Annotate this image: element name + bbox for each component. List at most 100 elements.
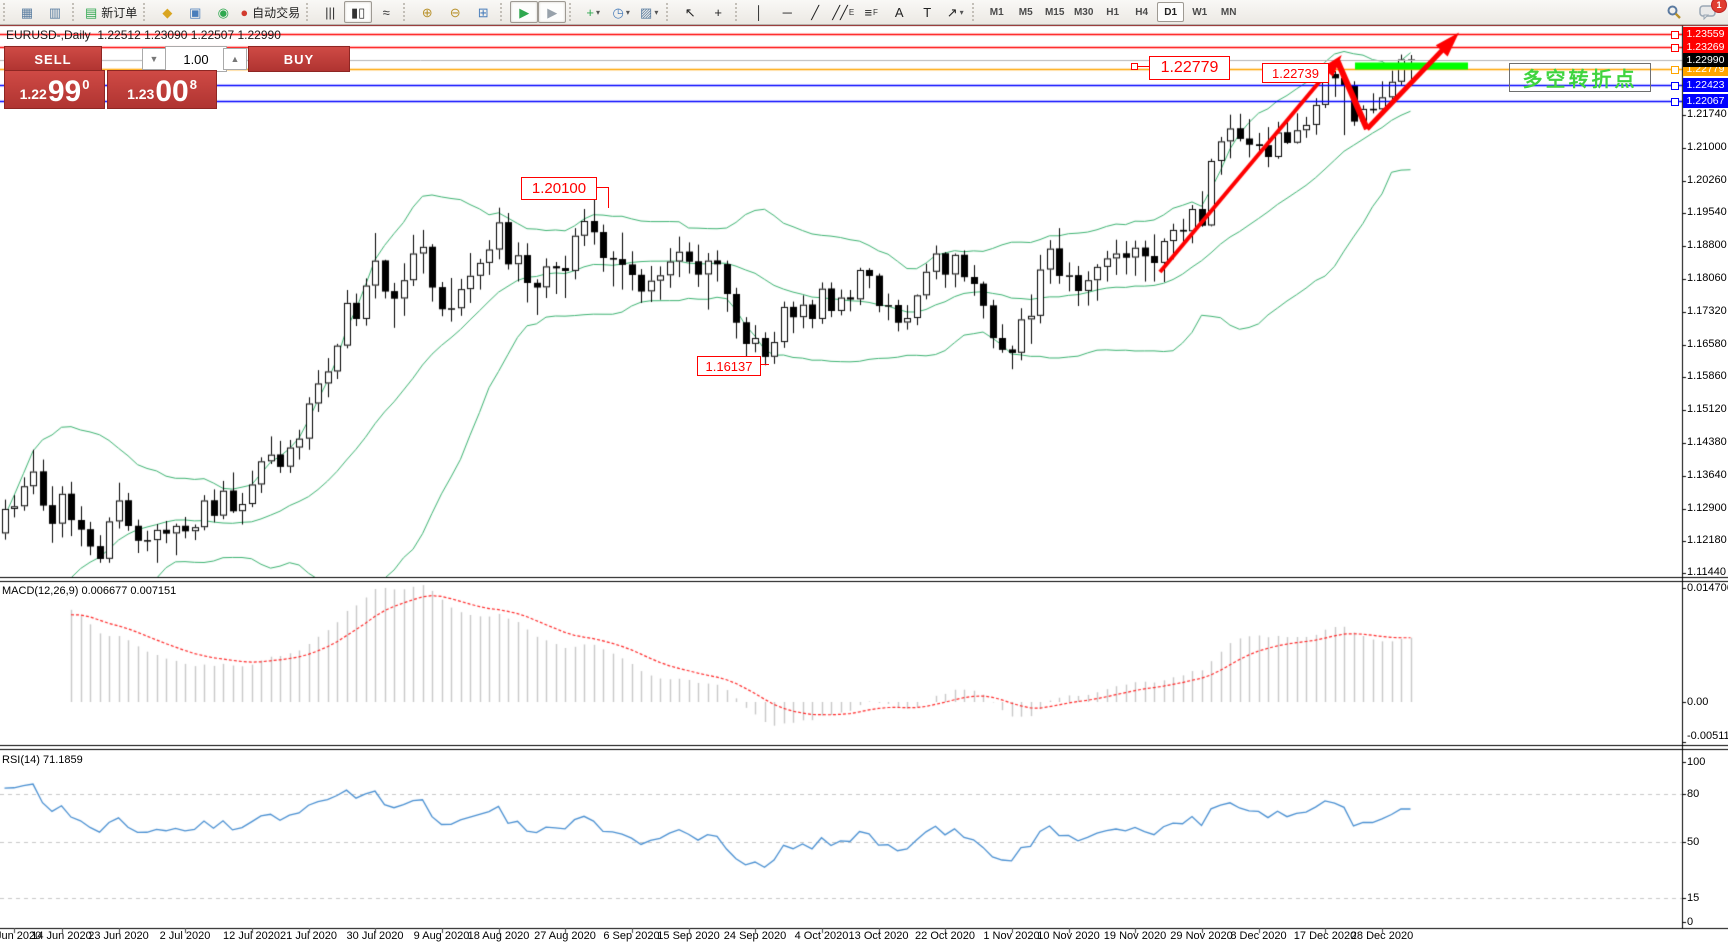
price-callout-1-20100[interactable]: 1.20100 [521,177,597,200]
time-axis-label: 4 Oct 2020 [794,930,849,942]
fibonacci-icon: ≡ [864,4,873,20]
crosshair-icon[interactable]: + [704,1,732,23]
buy-button-label: BUY [283,51,315,67]
volume-field[interactable] [165,46,227,72]
timeframe-m15[interactable]: M15 [1044,6,1065,18]
time-axis-label: 14 Jun 2020 [31,930,92,942]
periods-icon[interactable]: ◷ ▾ [607,1,635,23]
toolbar-separator [403,3,409,21]
profiles-icon[interactable]: ▥ [41,1,69,23]
new-chart-icon[interactable]: ▦ [13,1,41,23]
indicators-icon[interactable]: + ▾ [579,1,607,23]
channel-icon[interactable]: ╱╱ E [829,1,857,23]
buy-price-prefix: 1.23 [127,86,155,102]
price-axis-tick: 1.19540 [1687,206,1727,219]
vertical-line-icon: │ [755,4,764,20]
zoom-out-icon[interactable]: ⊖ [441,1,469,23]
timeframe-mn[interactable]: MN [1220,6,1237,18]
sell-price-pip-digit: 0 [82,77,90,92]
toolbar-items: ▦ ▥ ▤ 新订单 ◆ ▣ ◉ ● 自动交易 ||| ▮▯ ≈ ⊕ ⊖ ⊞ ▶ ▶ + ▾ ◷ ▾ ▨ ▾ ↖ + │ ─ ╱ ╱╱ E ≡… [0,1,982,23]
time-axis-label: 9 Aug 2020 [413,930,470,942]
time-axis-label: 1 Nov 2020 [983,930,1040,942]
tile-windows-icon[interactable]: ⊞ [469,1,497,23]
dropdown-caret-icon: ▾ [625,7,630,17]
buy-price-pip-digit: 8 [189,77,197,92]
text-label-icon[interactable]: T [913,1,941,23]
shapes-icon: ↗ [946,4,958,20]
signals-icon[interactable]: ◉ [209,1,237,23]
bar-chart-icon[interactable]: ||| [316,1,344,23]
turning-point-text-label[interactable]: 多空转折点 [1509,63,1651,92]
timeframe-m30[interactable]: M30 [1073,6,1094,18]
timeframe-h4[interactable]: H4 [1135,6,1149,18]
candle-chart-icon: ▮▯ [351,4,366,20]
price-line-label: 1.23269 [1683,40,1728,55]
timeframe-d1[interactable]: D1 [1157,2,1185,22]
time-axis-label: 29 Nov 2020 [1170,930,1233,942]
horizontal-line-icon: ─ [782,4,792,20]
text-icon[interactable]: A [885,1,913,23]
fibonacci-icon[interactable]: ≡ F [857,1,885,23]
market-watch-icon: ◆ [162,4,173,20]
chart-symbol-period: EURUSD-,Daily [6,28,91,42]
time-axis-label: 23 Jun 2020 [88,930,149,942]
timeframe-w1[interactable]: W1 [1192,6,1208,18]
search-icon [1667,5,1681,19]
line-chart-icon[interactable]: ≈ [372,1,400,23]
sell-button-label: SELL [34,51,72,67]
timeframe-h1[interactable]: H1 [1106,6,1120,18]
trendline-icon[interactable]: ╱ [801,1,829,23]
timeframe-m5[interactable]: M5 [1018,6,1033,18]
chart-shift-icon: ▶ [547,4,558,20]
channel-icon: ╱╱ [832,4,848,20]
zoom-in-icon[interactable]: ⊕ [413,1,441,23]
chart-shift-icon[interactable]: ▶ [538,1,567,23]
price-callout-1-16137[interactable]: 1.16137 [697,356,761,376]
market-watch-icon[interactable]: ◆ [153,1,181,23]
buy-price-tile[interactable]: 1.23 00 8 [107,70,217,109]
time-axis-label: 30 Jul 2020 [346,930,404,942]
search-button[interactable] [1660,1,1688,23]
notification-badge: 1 [1711,0,1727,13]
vertical-line-icon[interactable]: │ [745,1,773,23]
timeframe-m1[interactable]: M1 [989,6,1004,18]
price-axis-tick: 1.12180 [1687,533,1727,546]
sell-button[interactable]: SELL [4,46,102,72]
price-callout-1-22779[interactable]: 1.22779 [1149,56,1230,80]
chart-title: EURUSD-,Daily 1.22512 1.23090 1.22507 1.… [6,28,281,42]
rsi-axis-tick: 80 [1687,788,1700,800]
toolbar-separator [735,3,741,21]
auto-scroll-icon: ▶ [519,4,530,20]
toolbar-separator [569,3,575,21]
data-window-icon[interactable]: ▣ [181,1,209,23]
price-line-label: 1.22990 [1683,52,1728,67]
shapes-icon[interactable]: ↗ ▾ [941,1,969,23]
buy-price-big-digits: 00 [155,75,189,108]
new-order-button[interactable]: ▤ 新订单 [82,1,140,23]
volume-increase-button[interactable]: ▲ [223,48,247,70]
horizontal-line-icon[interactable]: ─ [773,1,801,23]
templates-icon: ▨ [640,4,653,20]
volume-decrease-button[interactable]: ▼ [142,48,166,70]
notifications-button[interactable]: 1 [1694,0,1727,23]
price-axis-tick: 1.21000 [1687,141,1727,154]
price-axis-tick: 1.18800 [1687,238,1727,251]
autotrading-button[interactable]: ● 自动交易 [237,1,303,23]
time-axis-label: 18 Aug 2020 [467,930,530,942]
cursor-icon[interactable]: ↖ [676,1,704,23]
templates-icon[interactable]: ▨ ▾ [635,1,663,23]
chart-ohlc-values: 1.22512 1.23090 1.22507 1.22990 [97,28,281,42]
toolbar-separator [3,3,9,21]
price-axis-tick: 1.11440 [1687,566,1726,579]
auto-scroll-icon[interactable]: ▶ [510,1,539,23]
sell-price-tile[interactable]: 1.22 99 0 [4,70,105,109]
time-axis-label: 6 Sep 2020 [603,930,660,942]
bar-chart-icon: ||| [325,4,336,20]
channel-icon-sub: E [848,7,855,17]
candle-chart-icon[interactable]: ▮▯ [344,1,373,23]
buy-button[interactable]: BUY [248,46,350,72]
toolbar-separator [72,3,78,21]
price-callout-1-22739[interactable]: 1.22739 [1262,63,1329,83]
toolbar: ▦ ▥ ▤ 新订单 ◆ ▣ ◉ ● 自动交易 ||| ▮▯ ≈ ⊕ ⊖ ⊞ ▶ ▶ + ▾ ◷ ▾ ▨ ▾ ↖ + │ ─ ╱ ╱╱ E ≡… [0,0,1728,25]
